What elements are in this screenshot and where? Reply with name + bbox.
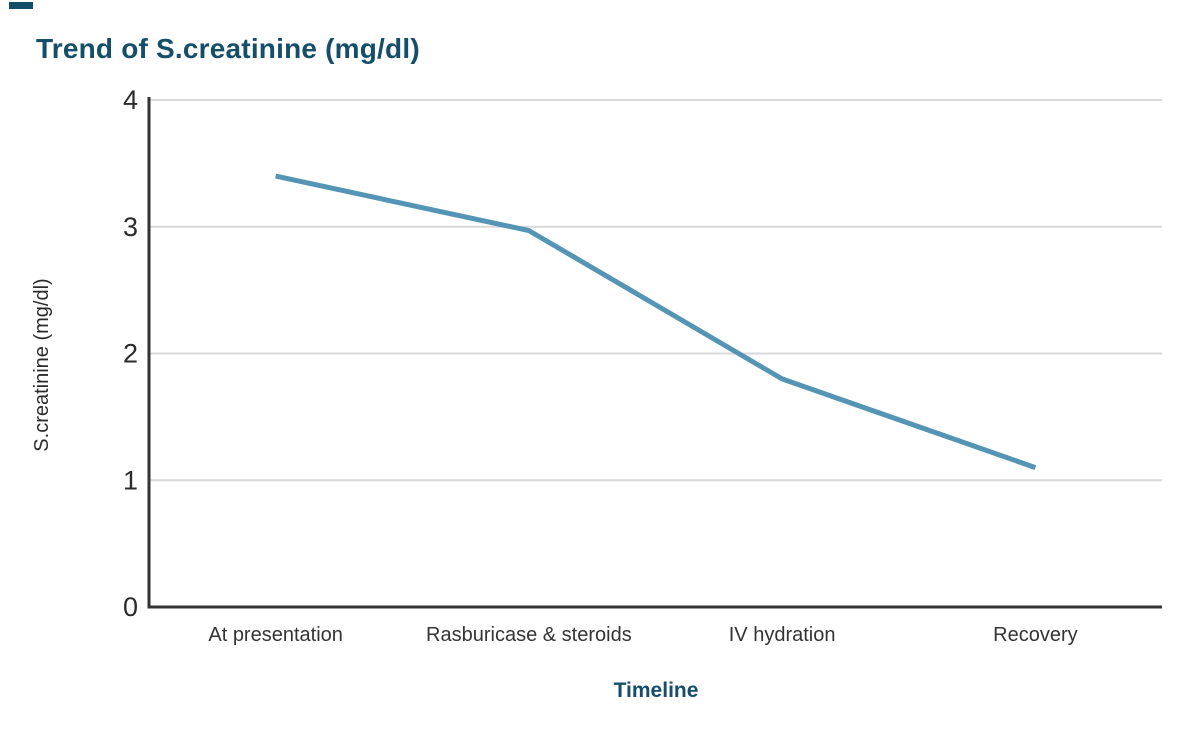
- y-tick-label: 3: [123, 212, 138, 242]
- y-tick-label: 1: [123, 465, 138, 495]
- y-tick-label: 4: [123, 85, 138, 115]
- chart-title: Trend of S.creatinine (mg/dl): [36, 33, 420, 64]
- x-axis-title: Timeline: [614, 679, 699, 702]
- x-category-label: IV hydration: [729, 624, 836, 646]
- corner-accent-bar: [9, 2, 33, 9]
- x-category-label: Recovery: [993, 624, 1077, 646]
- y-tick-label: 2: [123, 339, 138, 369]
- y-tick-label: 0: [123, 592, 138, 622]
- x-category-label: At presentation: [208, 624, 343, 646]
- series-line-s-creatinine: [275, 173, 1037, 470]
- y-axis-title: S.creatinine (mg/dl): [31, 278, 53, 451]
- x-category-label: Rasburicase & steroids: [426, 624, 632, 646]
